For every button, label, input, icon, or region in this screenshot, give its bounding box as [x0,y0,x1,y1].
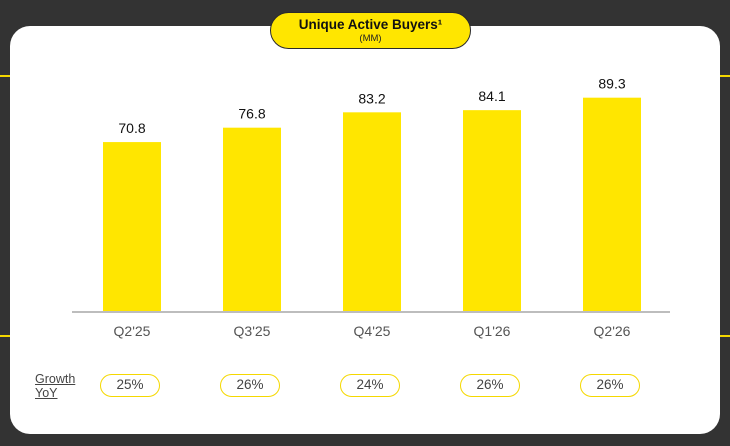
growth-pill-q4-25: 24% [340,374,400,397]
growth-pill-q2-25: 25% [100,374,160,397]
x-tick-label: Q3'25 [234,323,271,339]
x-tick-label: Q4'25 [354,323,391,339]
left-accent-line-bottom [0,335,12,337]
bar-value-label: 83.2 [358,90,385,106]
bar-q4-25 [343,112,401,312]
x-tick-label: Q2'25 [114,323,151,339]
chart-unit: (MM) [359,33,382,44]
right-accent-line-bottom [720,335,730,337]
growth-yoy-label: Growth YoY [35,372,85,400]
growth-label-line2: YoY [35,386,58,400]
bar-value-label: 76.8 [238,106,265,122]
bar-q3-25 [223,127,281,313]
bar-value-label: 70.8 [118,120,145,136]
growth-pill-q2-26: 26% [580,374,640,397]
labels-group: 70.8 Q2'25 76.8 Q3'25 83.2 Q4'25 84.1 Q1'26 89.3… [114,76,631,339]
bar-q1-26 [463,110,521,312]
bar-value-label: 84.1 [478,88,505,104]
x-tick-label: Q1'26 [474,323,511,339]
bar-q2-25 [103,142,161,312]
chart-title-pill: Unique Active Buyers¹ (MM) [270,12,471,49]
x-tick-label: Q2'26 [594,323,631,339]
left-accent-line-top [0,75,12,77]
growth-label-line1: Growth [35,372,76,386]
chart-title: Unique Active Buyers¹ [298,17,443,32]
bar-q2-26 [583,97,641,313]
growth-pill-q1-26: 26% [460,374,520,397]
growth-pill-q3-25: 26% [220,374,280,397]
right-accent-line-top [720,75,730,77]
bars-group [103,97,641,313]
bar-value-label: 89.3 [598,76,625,92]
